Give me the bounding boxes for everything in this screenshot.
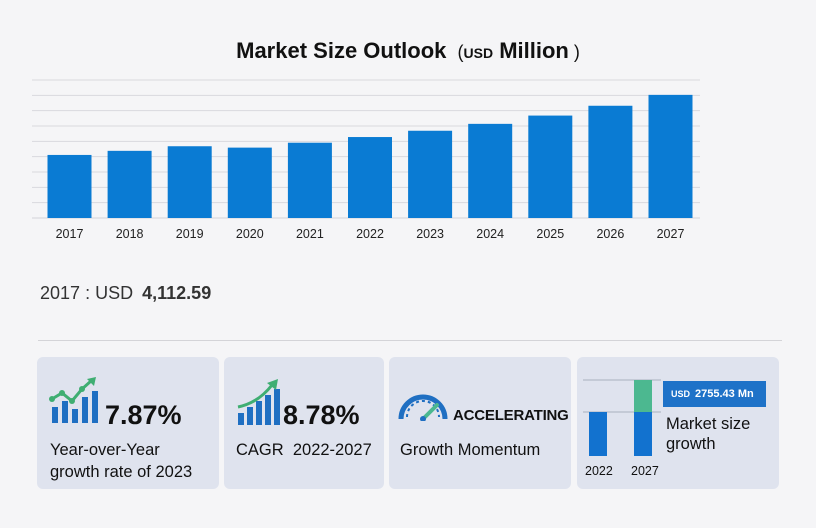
yoy-label: Year-over-Year growth rate of 2023: [50, 439, 192, 483]
cagr-value: 8.78%: [283, 400, 360, 430]
bar-2026: [588, 105, 633, 218]
x-tick-label: 2018: [116, 227, 144, 241]
bar-2022: [348, 137, 392, 218]
base-amount: 4,112.59: [142, 283, 212, 303]
speedometer-icon: [398, 394, 448, 421]
mini-bar-start: [589, 412, 607, 456]
bar-2018: [107, 150, 152, 218]
x-tick-label: 2023: [416, 227, 444, 241]
chart-up-icon: [237, 379, 280, 425]
bar-2027: [648, 94, 693, 218]
bar-2017: [47, 154, 92, 218]
x-tick-label: 2021: [296, 227, 324, 241]
mini-bar-end-growth: [634, 380, 652, 412]
x-tick-label: 2020: [236, 227, 264, 241]
base-year: 2017: [40, 283, 81, 303]
chart-growth-icon: [49, 377, 98, 423]
bar-2021: [287, 142, 332, 218]
momentum-label: Growth Momentum: [400, 441, 541, 459]
divider: [38, 340, 782, 341]
x-tick-label: 2027: [657, 227, 685, 241]
cagr-card: 8.78% CAGR 2022-2027: [224, 357, 384, 489]
title-paren-open: (: [452, 42, 464, 62]
momentum-tag: ACCELERATING: [453, 407, 569, 424]
bar-chart: 2017 2018 2019 2020 2021 2022 2023 2024 2025 2026…: [32, 79, 700, 241]
yoy-card: 7.87% Year-over-Year growth rate of 2023: [37, 357, 219, 489]
bar-2019: [167, 146, 212, 218]
x-tick-label: 2025: [536, 227, 564, 241]
market-amount: 2755.43 Mn: [695, 388, 754, 400]
x-tick-label: 2019: [176, 227, 204, 241]
x-tick-label: 2026: [596, 227, 624, 241]
mini-bar-chart: [583, 379, 661, 456]
title-unit: Million: [499, 38, 569, 63]
chart-title: Market Size Outlook (USD Million ): [0, 38, 816, 64]
x-tick-label: 2022: [356, 227, 384, 241]
bar-2023: [408, 130, 453, 218]
title-unit-prefix: USD: [463, 45, 494, 61]
market-label-line1: Market size: [666, 415, 751, 433]
x-tick-label: 2017: [56, 227, 84, 241]
market-label: Market size growth: [666, 414, 750, 454]
mini-bar-end-base: [634, 412, 652, 456]
x-tick-label: 2024: [476, 227, 504, 241]
yoy-value: 7.87%: [105, 400, 182, 430]
market-growth-card: USD 2755.43 Mn Market size growth 2022 20…: [577, 357, 779, 489]
mini-year-end: 2027: [631, 464, 659, 478]
market-amount-badge: USD 2755.43 Mn: [663, 381, 766, 407]
base-currency: USD: [95, 283, 134, 303]
market-currency: USD: [671, 389, 691, 399]
yoy-label-line1: Year-over-Year: [50, 441, 160, 459]
bar-2025: [528, 115, 573, 218]
bar-2020: [227, 147, 272, 218]
base-year-value: 2017 : USD 4,112.59: [40, 283, 211, 304]
bar-2024: [468, 123, 513, 218]
mini-year-start: 2022: [585, 464, 613, 478]
momentum-card: ACCELERATING Growth Momentum: [389, 357, 571, 489]
chart-title-text: Market Size Outlook: [236, 38, 447, 63]
title-paren-close: ): [568, 42, 580, 62]
market-label-line2: growth: [666, 435, 716, 453]
base-separator: :: [85, 283, 91, 303]
cagr-label: CAGR 2022-2027: [236, 441, 372, 459]
yoy-label-line2: growth rate of 2023: [50, 463, 193, 481]
